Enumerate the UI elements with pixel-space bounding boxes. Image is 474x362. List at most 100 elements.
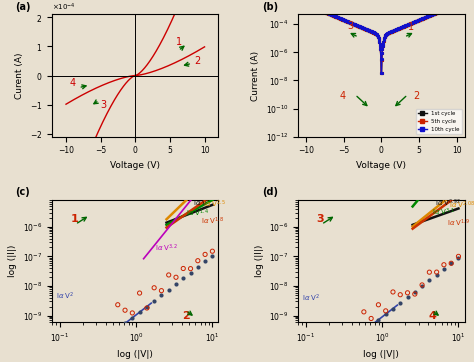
Text: I$\alpha$ V$^{3.2}$: I$\alpha$ V$^{3.2}$ <box>155 243 178 254</box>
Point <box>85 349 92 354</box>
Point <box>209 248 216 254</box>
Point <box>374 302 382 308</box>
Point <box>404 294 411 300</box>
Point <box>136 290 144 296</box>
Y-axis label: log (|I|): log (|I|) <box>9 245 18 277</box>
Point <box>317 339 324 345</box>
Point <box>201 258 209 264</box>
Point <box>331 351 338 357</box>
Point <box>194 258 201 264</box>
Point <box>150 285 158 291</box>
Point <box>338 328 346 334</box>
Point <box>440 262 448 268</box>
Point <box>440 266 448 272</box>
Point <box>143 304 151 310</box>
Point <box>367 323 375 328</box>
Point <box>411 291 419 297</box>
Point <box>411 289 419 295</box>
Point <box>367 316 375 321</box>
Point <box>158 292 165 298</box>
Text: (a): (a) <box>16 1 31 12</box>
Legend: 1st cycle, 5th cycle, 10th cycle: 1st cycle, 5th cycle, 10th cycle <box>416 109 462 134</box>
X-axis label: log (|V|): log (|V|) <box>118 350 153 359</box>
Point <box>353 322 360 328</box>
Point <box>100 337 107 343</box>
Text: 2: 2 <box>194 56 201 67</box>
Point <box>447 260 455 266</box>
Point <box>187 270 194 275</box>
Point <box>128 315 136 321</box>
Y-axis label: Current (A): Current (A) <box>251 50 260 101</box>
Point <box>63 350 71 356</box>
Point <box>455 255 462 261</box>
Point <box>346 334 353 340</box>
Point <box>360 328 368 334</box>
Text: 1: 1 <box>408 22 414 32</box>
Point <box>158 288 165 294</box>
Point <box>433 272 440 278</box>
Point <box>114 326 121 332</box>
Point <box>309 352 317 358</box>
Text: (c): (c) <box>16 187 30 197</box>
Point <box>187 266 194 272</box>
Point <box>382 311 390 317</box>
Point <box>374 317 382 323</box>
Point <box>433 269 440 275</box>
Point <box>70 337 78 342</box>
Point <box>426 277 433 283</box>
Point <box>346 340 353 345</box>
Text: 1: 1 <box>71 214 79 224</box>
Point <box>209 253 216 259</box>
Point <box>353 334 360 340</box>
Point <box>447 261 455 266</box>
Point <box>324 346 331 352</box>
Point <box>92 343 100 349</box>
Point <box>114 302 121 308</box>
Text: I$\alpha$ V$^{1.8}$: I$\alpha$ V$^{1.8}$ <box>201 216 224 227</box>
Point <box>324 356 331 362</box>
Text: I$\alpha$ V$^{3.1}$: I$\alpha$ V$^{3.1}$ <box>432 206 455 218</box>
Point <box>302 351 310 357</box>
Text: 4: 4 <box>340 91 346 101</box>
Point <box>201 252 209 257</box>
Point <box>396 300 404 306</box>
X-axis label: log (|V|): log (|V|) <box>364 350 399 359</box>
Point <box>70 360 78 362</box>
Text: 2: 2 <box>413 91 419 101</box>
X-axis label: Voltage (V): Voltage (V) <box>356 161 406 170</box>
Point <box>143 305 151 311</box>
Point <box>418 283 426 289</box>
Point <box>389 289 397 295</box>
Point <box>136 309 144 315</box>
Point <box>128 310 136 316</box>
Point <box>404 290 411 296</box>
Y-axis label: log (|I|): log (|I|) <box>255 245 264 277</box>
Point <box>165 287 173 292</box>
Point <box>165 272 173 278</box>
Point <box>107 332 114 338</box>
Point <box>172 274 180 280</box>
Point <box>85 338 92 344</box>
Text: (b): (b) <box>262 1 278 12</box>
Text: I$\alpha$ V$^{1.4}$: I$\alpha$ V$^{1.4}$ <box>186 208 209 219</box>
Point <box>331 326 338 332</box>
Point <box>180 275 187 281</box>
Point <box>360 309 368 315</box>
Y-axis label: Curent (A): Curent (A) <box>15 52 24 99</box>
Text: 3: 3 <box>317 214 324 224</box>
Point <box>418 282 426 288</box>
Point <box>78 354 85 360</box>
Point <box>389 306 397 311</box>
Point <box>180 266 187 272</box>
Text: 4: 4 <box>70 78 75 88</box>
Text: 2: 2 <box>182 311 190 321</box>
Text: I$\alpha$ V: I$\alpha$ V <box>192 198 208 207</box>
Point <box>92 324 100 330</box>
Text: 3: 3 <box>347 21 354 30</box>
Text: I$\alpha$ V$^{2.08}$: I$\alpha$ V$^{2.08}$ <box>449 200 474 211</box>
Point <box>78 329 85 334</box>
Point <box>382 308 390 314</box>
Point <box>100 333 107 338</box>
Text: I$\alpha$ V$^{2.5}$: I$\alpha$ V$^{2.5}$ <box>203 199 226 210</box>
Text: 4: 4 <box>428 311 436 321</box>
